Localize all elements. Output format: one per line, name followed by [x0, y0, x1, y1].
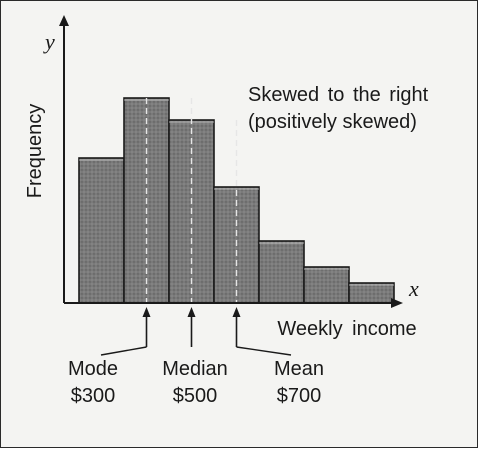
marker-name-label: Mode	[68, 358, 118, 380]
histogram-bar	[258, 240, 305, 304]
histogram-bar	[303, 266, 350, 304]
marker-leader-line	[100, 346, 147, 356]
marker-leader-line	[236, 346, 292, 356]
x-axis-symbol: x	[408, 276, 419, 301]
histogram-bar	[348, 282, 395, 304]
marker-value-label: $700	[277, 385, 322, 407]
marker-arrow-head-icon	[187, 307, 196, 317]
marker-name-label: Median	[162, 358, 228, 380]
marker-arrow-head-icon	[142, 307, 151, 317]
skew-annotation: Skewed to the right (positively skewed)	[248, 84, 429, 133]
marker-name-label: Mean	[274, 358, 324, 380]
y-axis-arrowhead-icon	[59, 15, 69, 26]
markers-group: Mode $300 Median $500 Mean $700	[68, 307, 324, 407]
marker-value-label: $300	[71, 385, 116, 407]
axes-group: y x Frequency Weekly income	[24, 15, 419, 340]
marker-value-label: $500	[173, 385, 218, 407]
x-axis-label: Weekly income	[277, 318, 416, 340]
marker-divider-lines	[145, 98, 238, 303]
y-axis-symbol: y	[43, 29, 55, 54]
marker-arrow-head-icon	[232, 307, 241, 317]
x-axis-arrowhead-icon	[391, 298, 403, 308]
y-axis-label: Frequency	[24, 104, 46, 199]
annotation-line-2: (positively skewed)	[248, 111, 417, 133]
annotation-line-1: Skewed to the right	[248, 84, 429, 106]
histogram-bar	[78, 157, 125, 304]
